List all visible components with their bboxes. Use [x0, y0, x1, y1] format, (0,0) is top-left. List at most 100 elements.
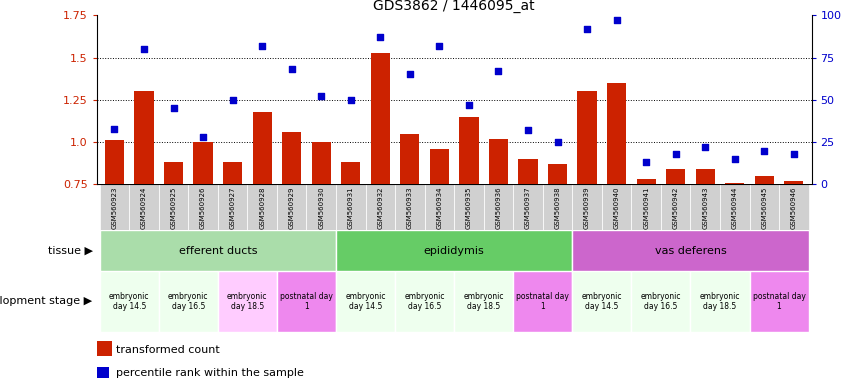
- Text: GSM560941: GSM560941: [643, 187, 649, 229]
- Point: [344, 97, 357, 103]
- Text: GSM560934: GSM560934: [436, 187, 442, 229]
- Bar: [548, 164, 567, 184]
- Bar: [661, 184, 690, 230]
- Bar: [690, 184, 720, 230]
- Point: [492, 68, 505, 74]
- Bar: [632, 184, 661, 230]
- Point: [256, 43, 269, 49]
- Title: GDS3862 / 1446095_at: GDS3862 / 1446095_at: [373, 0, 535, 13]
- Text: postnatal day
1: postnatal day 1: [280, 292, 333, 311]
- Bar: [282, 132, 301, 184]
- Bar: [602, 184, 632, 230]
- Bar: [749, 184, 779, 230]
- Bar: [130, 184, 159, 230]
- Bar: [459, 117, 479, 184]
- Text: GSM560926: GSM560926: [200, 187, 206, 229]
- Bar: [489, 139, 508, 184]
- Bar: [371, 53, 390, 184]
- Bar: [100, 184, 130, 230]
- Point: [787, 151, 801, 157]
- Bar: [336, 184, 366, 230]
- Bar: [277, 271, 336, 332]
- Bar: [607, 83, 627, 184]
- Point: [699, 144, 712, 150]
- Point: [137, 46, 151, 52]
- Text: GSM560942: GSM560942: [673, 187, 679, 229]
- Bar: [572, 271, 632, 332]
- Bar: [484, 184, 513, 230]
- Point: [403, 71, 416, 78]
- Text: percentile rank within the sample: percentile rank within the sample: [116, 368, 304, 378]
- Text: embryonic
day 16.5: embryonic day 16.5: [168, 292, 209, 311]
- Point: [315, 93, 328, 99]
- Bar: [188, 184, 218, 230]
- Point: [463, 102, 476, 108]
- Bar: [223, 162, 242, 184]
- Bar: [218, 271, 277, 332]
- Point: [432, 43, 446, 49]
- Text: GSM560937: GSM560937: [525, 187, 531, 229]
- Bar: [754, 176, 774, 184]
- Bar: [578, 91, 596, 184]
- Bar: [395, 271, 454, 332]
- Bar: [637, 179, 656, 184]
- Bar: [395, 184, 425, 230]
- Bar: [336, 230, 572, 271]
- Point: [610, 17, 623, 23]
- Bar: [306, 184, 336, 230]
- Text: GSM560928: GSM560928: [259, 187, 265, 229]
- Text: transformed count: transformed count: [116, 345, 220, 355]
- Point: [669, 151, 682, 157]
- Text: GSM560923: GSM560923: [112, 187, 118, 229]
- Bar: [666, 169, 685, 184]
- Bar: [164, 162, 183, 184]
- Bar: [430, 149, 449, 184]
- Bar: [135, 91, 154, 184]
- Text: efferent ducts: efferent ducts: [178, 245, 257, 256]
- Bar: [312, 142, 331, 184]
- Text: embryonic
day 14.5: embryonic day 14.5: [582, 292, 622, 311]
- Text: epididymis: epididymis: [424, 245, 484, 256]
- Bar: [100, 271, 159, 332]
- Text: embryonic
day 18.5: embryonic day 18.5: [700, 292, 740, 311]
- Text: GSM560932: GSM560932: [378, 187, 383, 229]
- Text: GSM560938: GSM560938: [554, 187, 561, 229]
- Bar: [100, 230, 336, 271]
- Bar: [193, 142, 213, 184]
- Text: embryonic
day 16.5: embryonic day 16.5: [405, 292, 445, 311]
- Bar: [720, 184, 749, 230]
- Text: GSM560930: GSM560930: [318, 187, 325, 229]
- Bar: [749, 271, 808, 332]
- Bar: [341, 162, 360, 184]
- Bar: [336, 271, 395, 332]
- Text: embryonic
day 18.5: embryonic day 18.5: [463, 292, 504, 311]
- Bar: [159, 184, 188, 230]
- Text: GSM560943: GSM560943: [702, 187, 708, 229]
- Bar: [400, 134, 420, 184]
- Point: [226, 97, 240, 103]
- Text: embryonic
day 16.5: embryonic day 16.5: [641, 292, 681, 311]
- Text: GSM560939: GSM560939: [584, 187, 590, 229]
- Text: GSM560945: GSM560945: [761, 187, 767, 229]
- Bar: [159, 271, 218, 332]
- Bar: [218, 184, 247, 230]
- Text: GSM560931: GSM560931: [347, 187, 354, 229]
- Bar: [690, 271, 749, 332]
- Bar: [277, 184, 306, 230]
- Bar: [696, 169, 715, 184]
- Text: GSM560924: GSM560924: [141, 187, 147, 229]
- Point: [373, 34, 387, 40]
- Text: GSM560927: GSM560927: [230, 187, 235, 229]
- Bar: [632, 271, 690, 332]
- Bar: [542, 184, 572, 230]
- Point: [521, 127, 535, 133]
- Bar: [513, 184, 542, 230]
- Point: [639, 159, 653, 166]
- Text: GSM560933: GSM560933: [407, 187, 413, 229]
- Bar: [779, 184, 808, 230]
- Bar: [366, 184, 395, 230]
- Text: postnatal day
1: postnatal day 1: [753, 292, 806, 311]
- Bar: [454, 184, 484, 230]
- Text: embryonic
day 14.5: embryonic day 14.5: [346, 292, 386, 311]
- Text: vas deferens: vas deferens: [654, 245, 727, 256]
